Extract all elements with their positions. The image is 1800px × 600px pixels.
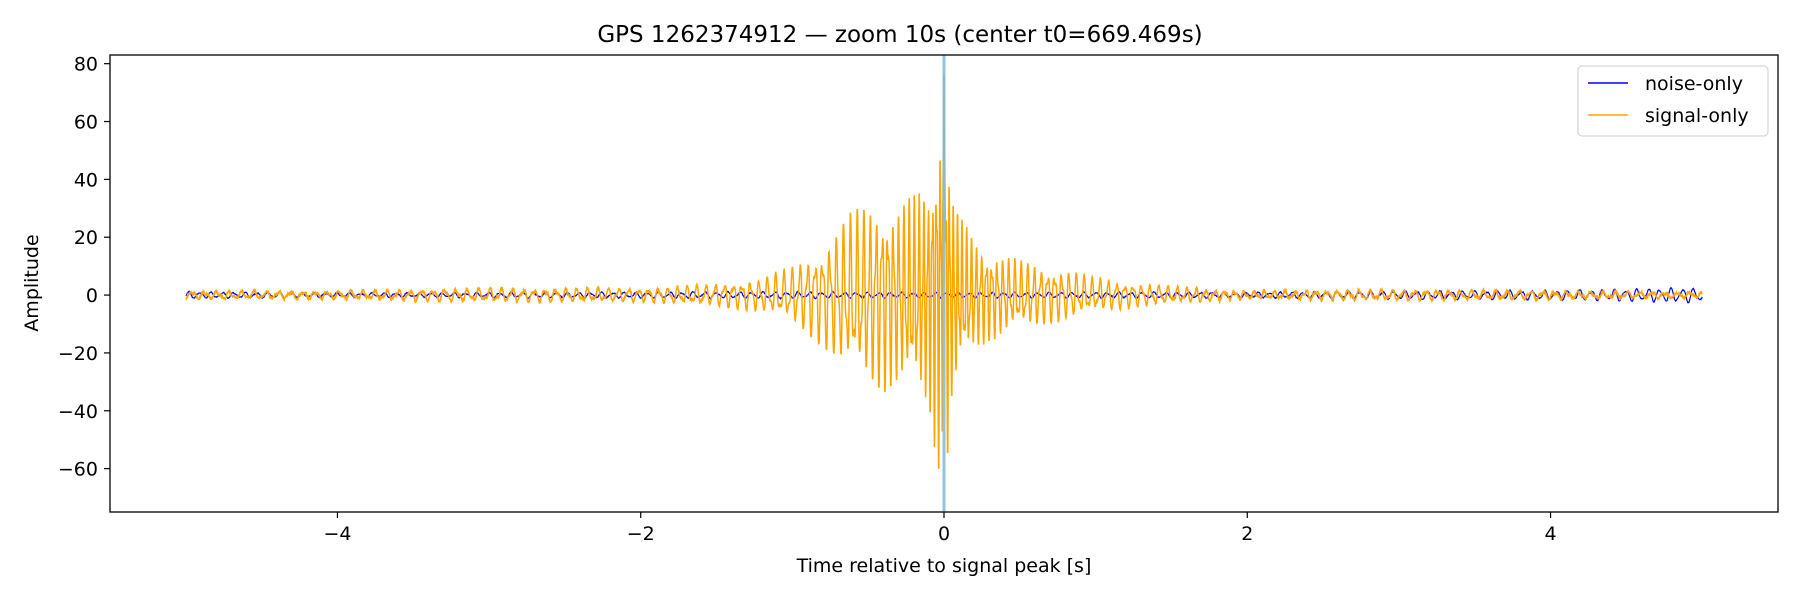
y-tick-label: −40	[58, 401, 98, 423]
legend: noise-only signal-only	[1577, 65, 1769, 137]
x-tick-label: −2	[627, 523, 655, 545]
x-axis-label: Time relative to signal peak [s]	[796, 555, 1092, 577]
x-tick-label: 2	[1241, 523, 1253, 545]
x-tick-label: −4	[323, 523, 351, 545]
x-tick-label: 0	[938, 523, 950, 545]
x-axis: −4 −2 0 2 4	[323, 512, 1557, 545]
legend-label-signal-only: signal-only	[1645, 105, 1749, 127]
y-tick-label: 20	[74, 227, 98, 249]
legend-label-noise-only: noise-only	[1645, 73, 1743, 95]
y-tick-label: 80	[74, 54, 98, 76]
x-tick-label: 4	[1544, 523, 1556, 545]
y-axis: −60 −40 −20 0 20 40 60 80	[58, 54, 110, 481]
y-tick-label: 40	[74, 169, 98, 191]
y-tick-label: −60	[58, 459, 98, 481]
y-tick-label: 0	[86, 285, 98, 307]
y-axis-label: Amplitude	[21, 234, 43, 331]
chart-title: GPS 1262374912 — zoom 10s (center t0=669…	[597, 22, 1202, 48]
y-tick-label: 60	[74, 112, 98, 134]
y-tick-label: −20	[58, 343, 98, 365]
